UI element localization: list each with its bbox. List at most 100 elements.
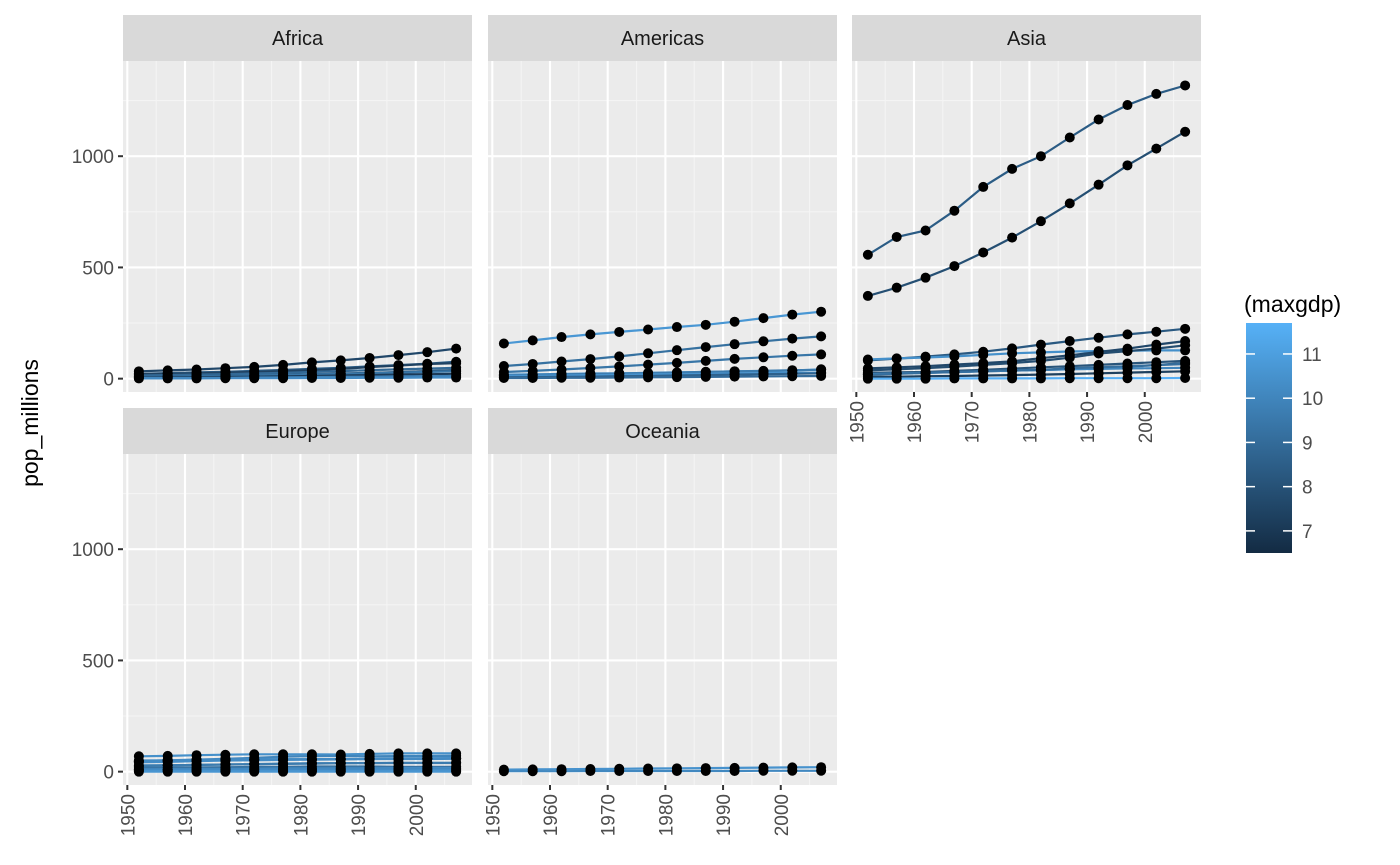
data-point [643,765,654,776]
facet-panel-americas: Americas [488,15,837,392]
y-axis-title: pop_millions [17,359,43,487]
data-point [422,347,433,358]
facet-strip [852,15,1201,61]
data-point [1035,373,1046,384]
data-point [335,355,346,366]
legend-tick-label: 11 [1302,345,1322,366]
data-point [729,353,740,364]
data-point [1180,80,1191,91]
data-point [614,765,625,776]
data-point [978,181,989,192]
data-point [1093,373,1104,384]
panel-background [852,61,1201,392]
data-point [1007,348,1018,359]
data-point [614,361,625,372]
data-point [671,372,682,383]
data-point [758,765,769,776]
facet-strip-label: Americas [621,28,704,50]
data-point [671,765,682,776]
data-point [585,765,596,776]
panel-background [488,454,837,785]
data-point [278,373,289,384]
data-point [1093,179,1104,190]
data-point [920,225,931,236]
data-point [451,766,462,777]
x-tick-label: 2000 [772,794,793,836]
legend-tick-label: 10 [1302,389,1323,410]
data-point [891,373,902,384]
panel-background [488,61,837,392]
facet-strip-label: Africa [272,28,324,50]
data-point [364,352,375,363]
data-point [1151,360,1162,371]
data-point [1093,114,1104,125]
data-point [335,372,346,383]
panel-background [123,454,472,785]
data-point [527,766,538,777]
data-point [787,309,798,320]
data-point [700,319,711,330]
data-point [393,766,404,777]
data-point [162,373,173,384]
y-tick-label: 1000 [72,540,114,561]
data-point [1035,339,1046,350]
data-point [1093,332,1104,343]
data-point [133,766,144,777]
data-point [700,342,711,353]
data-point [862,249,873,260]
data-point [585,372,596,383]
data-point [527,335,538,346]
facet-panel-asia: Asia 1950 1960 1970 1980 1990 2000 [847,15,1201,443]
legend-tick-label: 7 [1302,522,1313,543]
data-point [1007,373,1018,384]
data-point [816,331,827,342]
colorbar [1246,323,1292,553]
data-point [700,371,711,382]
data-point [1122,346,1133,357]
x-tick-label: 2000 [1136,401,1157,443]
data-point [614,326,625,337]
data-point [278,766,289,777]
data-point [1151,88,1162,99]
facet-strip [123,15,472,61]
data-point [1035,151,1046,162]
data-point [1122,373,1133,384]
data-point [1064,352,1075,363]
data-point [920,352,931,363]
data-point [949,373,960,384]
data-point [393,350,404,361]
data-point [643,359,654,370]
x-tick-label: 1950 [483,794,504,836]
x-tick-label: 1970 [963,401,984,443]
y-tick-label: 500 [82,258,114,279]
legend-tick-label: 8 [1302,478,1313,499]
x-tick-label: 1960 [905,401,926,443]
data-point [498,766,509,777]
series-line [867,130,1186,297]
data-point [949,351,960,362]
x-tick-label: 1950 [118,794,139,836]
data-point [1180,372,1191,383]
facet-strip [488,408,837,454]
data-point [133,373,144,384]
data-point [862,290,873,301]
data-point [393,372,404,383]
data-point [191,373,202,384]
data-point [816,370,827,381]
data-point [758,371,769,382]
data-point [364,766,375,777]
data-point [1180,340,1191,351]
x-tick-label: 1980 [1020,401,1041,443]
facet-panel-africa: Africa 0 500 1000 [72,15,472,392]
series-line [138,376,457,380]
data-point [920,373,931,384]
data-point [364,372,375,383]
data-point [978,349,989,360]
data-point [1093,348,1104,359]
data-point [643,348,654,359]
data-point [787,333,798,344]
data-point [220,766,231,777]
data-point [162,766,173,777]
data-point [451,343,462,354]
